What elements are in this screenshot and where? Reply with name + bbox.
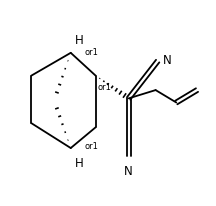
Text: or1: or1 [98,83,111,92]
Text: H: H [75,33,83,46]
Text: H: H [75,157,83,170]
Text: N: N [163,53,172,66]
Text: or1: or1 [84,142,98,151]
Text: N: N [124,164,133,177]
Text: or1: or1 [84,48,98,57]
